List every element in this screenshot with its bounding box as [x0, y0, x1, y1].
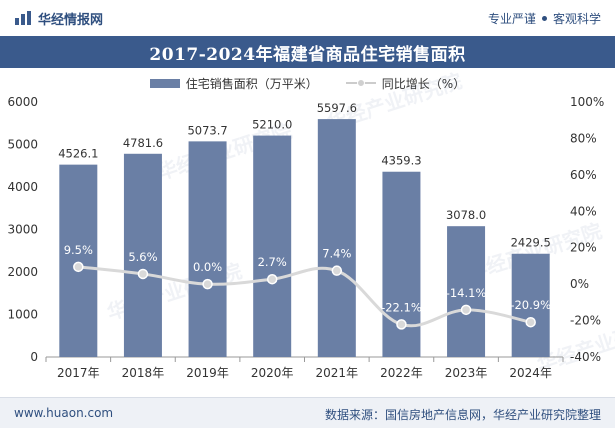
bar	[447, 226, 486, 357]
growth-value-label: 0.0%	[193, 260, 222, 274]
bar-value-label: 5073.7	[187, 123, 227, 137]
slogan-left: 专业严谨	[487, 12, 536, 26]
bullet-icon	[541, 16, 547, 21]
legend-line-swatch	[345, 79, 376, 87]
growth-point	[202, 278, 213, 290]
footer: www.huaon.com 数据来源：国信房地产信息网，华经产业研究院整理	[0, 397, 615, 428]
x-tick-label: 2020年	[251, 366, 294, 380]
y-right-tick-label: 80%	[570, 131, 597, 145]
y-right-tick-label: 0%	[570, 277, 589, 291]
y-right-tick-label: 20%	[570, 241, 597, 255]
growth-value-label: 5.6%	[128, 250, 157, 264]
growth-value-label: -14.1%	[446, 286, 487, 300]
y-right-tick-label: 100%	[570, 95, 604, 109]
bar-value-label: 4359.3	[381, 154, 421, 168]
legend-item-line: 同比增长（%）	[345, 75, 466, 92]
x-tick-label: 2023年	[445, 366, 488, 380]
bar	[317, 119, 356, 358]
bar-value-label: 5597.6	[317, 101, 357, 115]
chart-canvas: 华经产业研究院华经产业研究院华经产业研究院华经产业研究院华经产业研究院01000…	[7, 69, 615, 380]
slogan: 专业严谨 客观科学	[488, 10, 601, 27]
x-tick-label: 2024年	[509, 366, 552, 380]
y-right-tick-label: 60%	[570, 168, 597, 182]
bar-value-label: 4781.6	[123, 136, 163, 150]
growth-point	[137, 268, 149, 280]
brand-logo-icon	[15, 11, 31, 25]
legend-bar-label: 住宅销售面积（万平米）	[185, 76, 318, 91]
growth-point	[331, 265, 343, 276]
chart-title: 2017-2024年福建省商品住宅销售面积	[149, 44, 466, 65]
slogan-right: 客观科学	[552, 12, 601, 26]
y-left-tick-label: 6000	[7, 95, 38, 109]
growth-value-label: -22.1%	[381, 300, 422, 314]
y-left-tick-label: 3000	[7, 223, 38, 237]
growth-line	[78, 265, 531, 328]
y-right-tick-label: -20%	[570, 314, 601, 328]
growth-value-label: 9.5%	[64, 243, 93, 257]
bar-value-label: 2429.5	[511, 236, 551, 250]
footer-website[interactable]: www.huaon.com	[14, 406, 114, 420]
bar	[253, 135, 292, 357]
y-right-tick-label: -40%	[570, 350, 601, 364]
legend-item-bar: 住宅销售面积（万平米）	[149, 75, 318, 92]
x-tick-label: 2017年	[57, 366, 100, 380]
growth-point	[460, 304, 472, 316]
y-left-tick-label: 0	[30, 350, 38, 364]
bar-value-label: 3078.0	[446, 208, 486, 222]
brand: 华经情报网	[14, 9, 104, 28]
growth-point	[266, 273, 278, 285]
growth-value-label: 7.4%	[322, 247, 351, 261]
bar	[59, 164, 98, 357]
chart-legend: 住宅销售面积（万平米） 同比增长（%）	[0, 72, 615, 94]
bar	[188, 141, 227, 357]
y-right-tick-label: 40%	[570, 204, 597, 218]
legend-line-label: 同比增长（%）	[381, 76, 466, 91]
y-left-tick-label: 1000	[7, 308, 38, 322]
growth-value-label: -20.9%	[510, 298, 551, 312]
bar	[123, 153, 162, 357]
chart-title-bar: 2017-2024年福建省商品住宅销售面积	[0, 36, 615, 68]
y-left-tick-label: 4000	[7, 180, 38, 194]
x-tick-label: 2021年	[316, 366, 359, 380]
brand-name: 华经情报网	[38, 12, 104, 28]
footer-source: 数据来源：国信房地产信息网，华经产业研究院整理	[324, 408, 601, 422]
legend-bar-swatch	[149, 78, 180, 88]
growth-point	[525, 316, 536, 328]
y-left-tick-label: 5000	[7, 138, 38, 152]
x-tick-label: 2022年	[380, 366, 423, 380]
growth-point	[396, 319, 407, 330]
growth-point	[73, 261, 84, 273]
bar-value-label: 4526.1	[58, 147, 98, 161]
y-left-tick-label: 2000	[7, 265, 38, 279]
x-tick-label: 2019年	[186, 366, 229, 380]
bar	[511, 253, 550, 357]
growth-value-label: 2.7%	[258, 255, 287, 269]
bar-value-label: 5210.0	[252, 118, 292, 132]
x-tick-label: 2018年	[122, 366, 165, 380]
